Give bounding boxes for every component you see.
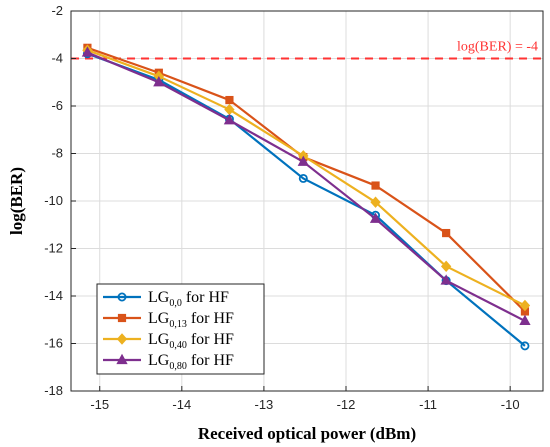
x-tick-label: -11 bbox=[419, 397, 437, 412]
data-point-triangle bbox=[153, 76, 165, 87]
legend-label: LG0,40 for HF bbox=[148, 331, 234, 351]
x-tick-label: -14 bbox=[172, 397, 191, 412]
y-tick-label: -16 bbox=[44, 336, 63, 351]
data-point-circle bbox=[298, 173, 308, 183]
data-point-triangle bbox=[297, 155, 309, 166]
y-axis-label: log(BER) bbox=[7, 167, 26, 235]
data-point-triangle bbox=[81, 46, 94, 57]
data-point-circle bbox=[117, 292, 127, 302]
x-axis-label: Received optical power (dBm) bbox=[198, 424, 416, 443]
data-point-triangle bbox=[519, 314, 531, 326]
x-tick-label: -12 bbox=[337, 397, 356, 412]
x-tick-label: -10 bbox=[501, 397, 520, 412]
legend-label: LG0,13 for HF bbox=[148, 310, 234, 330]
data-point-circle bbox=[520, 341, 530, 351]
legend-item: LG0,0 for HF bbox=[103, 289, 229, 309]
series-triangle bbox=[81, 46, 531, 326]
data-point-square bbox=[117, 313, 127, 323]
tick-labels: -15 -14 -13 -12 -11 -10 -2 -4 -6 -8 -10 -12 -14 -16 -1… bbox=[44, 3, 519, 412]
y-tick-label: -8 bbox=[51, 146, 63, 161]
legend-item: LG0,40 for HF bbox=[103, 331, 234, 351]
legend-label: LG0,80 for HF bbox=[148, 352, 234, 372]
threshold-label: log(BER) = -4 bbox=[457, 40, 538, 55]
data-point-diamond bbox=[519, 299, 531, 312]
threshold-group: log(BER) = -4 bbox=[71, 40, 543, 60]
data-point-diamond bbox=[116, 333, 128, 345]
y-tick-label: -4 bbox=[51, 51, 63, 66]
data-point-square bbox=[225, 95, 234, 105]
data-point-triangle bbox=[369, 212, 382, 223]
y-tick-label: -14 bbox=[44, 288, 63, 303]
y-tick-label: -12 bbox=[44, 241, 63, 256]
legend-label: LG0,0 for HF bbox=[148, 289, 229, 309]
legend-item: LG0,13 for HF bbox=[103, 310, 234, 330]
data-point-square bbox=[442, 228, 451, 238]
data-point-triangle bbox=[116, 353, 128, 365]
data-point-triangle bbox=[440, 274, 452, 285]
data-point-triangle bbox=[223, 114, 236, 125]
y-tick-label: -18 bbox=[44, 383, 63, 398]
series-group bbox=[81, 43, 531, 351]
x-tick-label: -13 bbox=[255, 397, 274, 412]
x-tick-label: -15 bbox=[90, 397, 109, 412]
data-point-diamond bbox=[370, 196, 381, 208]
y-tick-label: -6 bbox=[51, 98, 63, 113]
data-point-diamond bbox=[440, 260, 452, 273]
data-point-square bbox=[371, 181, 380, 190]
legend-item: LG0,80 for HF bbox=[103, 352, 234, 372]
y-tick-label: -10 bbox=[44, 193, 63, 208]
y-tick-label: -2 bbox=[51, 3, 63, 18]
